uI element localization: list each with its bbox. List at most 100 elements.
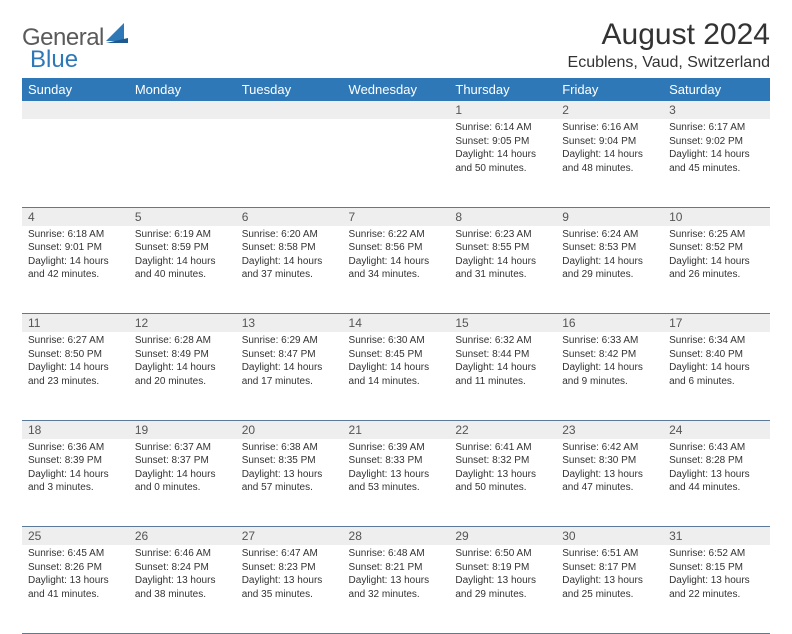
daylight-text-1: Daylight: 14 hours — [135, 255, 230, 269]
sunset-text: Sunset: 8:19 PM — [455, 561, 550, 575]
sunrise-text: Sunrise: 6:29 AM — [242, 334, 337, 348]
sunrise-text: Sunrise: 6:25 AM — [669, 228, 764, 242]
day-number: 24 — [663, 420, 770, 439]
daylight-text-2: and 45 minutes. — [669, 162, 764, 176]
daylight-text-1: Daylight: 14 hours — [349, 361, 444, 375]
sunset-text: Sunset: 8:59 PM — [135, 241, 230, 255]
daylight-text-2: and 29 minutes. — [562, 268, 657, 282]
day-number: 8 — [449, 207, 556, 226]
sunset-text: Sunset: 8:47 PM — [242, 348, 337, 362]
sunrise-text: Sunrise: 6:42 AM — [562, 441, 657, 455]
daylight-text-2: and 50 minutes. — [455, 481, 550, 495]
daylight-text-1: Daylight: 14 hours — [455, 361, 550, 375]
sunset-text: Sunset: 8:39 PM — [28, 454, 123, 468]
day-cell: Sunrise: 6:32 AMSunset: 8:44 PMDaylight:… — [449, 332, 556, 420]
content-row: Sunrise: 6:27 AMSunset: 8:50 PMDaylight:… — [22, 332, 770, 420]
sunset-text: Sunset: 9:01 PM — [28, 241, 123, 255]
day-cell: Sunrise: 6:23 AMSunset: 8:55 PMDaylight:… — [449, 226, 556, 314]
day-header: Thursday — [449, 78, 556, 101]
day-cell — [343, 119, 450, 207]
header: General August 2024 Ecublens, Vaud, Swit… — [22, 18, 770, 72]
day-number: 14 — [343, 314, 450, 333]
day-cell: Sunrise: 6:46 AMSunset: 8:24 PMDaylight:… — [129, 545, 236, 633]
day-cell: Sunrise: 6:34 AMSunset: 8:40 PMDaylight:… — [663, 332, 770, 420]
day-number — [22, 101, 129, 119]
day-cell: Sunrise: 6:38 AMSunset: 8:35 PMDaylight:… — [236, 439, 343, 527]
daynum-row: 45678910 — [22, 207, 770, 226]
daylight-text-1: Daylight: 14 hours — [349, 255, 444, 269]
sunrise-text: Sunrise: 6:52 AM — [669, 547, 764, 561]
day-cell: Sunrise: 6:41 AMSunset: 8:32 PMDaylight:… — [449, 439, 556, 527]
daylight-text-1: Daylight: 14 hours — [562, 361, 657, 375]
daylight-text-1: Daylight: 14 hours — [562, 255, 657, 269]
daylight-text-1: Daylight: 13 hours — [135, 574, 230, 588]
day-cell: Sunrise: 6:20 AMSunset: 8:58 PMDaylight:… — [236, 226, 343, 314]
day-number: 28 — [343, 527, 450, 546]
logo-sail-icon — [106, 23, 128, 48]
daylight-text-1: Daylight: 13 hours — [562, 574, 657, 588]
sunrise-text: Sunrise: 6:27 AM — [28, 334, 123, 348]
sunset-text: Sunset: 8:15 PM — [669, 561, 764, 575]
day-cell: Sunrise: 6:33 AMSunset: 8:42 PMDaylight:… — [556, 332, 663, 420]
sunrise-text: Sunrise: 6:20 AM — [242, 228, 337, 242]
day-header: Tuesday — [236, 78, 343, 101]
sunset-text: Sunset: 8:56 PM — [349, 241, 444, 255]
daylight-text-1: Daylight: 14 hours — [28, 361, 123, 375]
day-number: 13 — [236, 314, 343, 333]
day-number: 17 — [663, 314, 770, 333]
sunrise-text: Sunrise: 6:38 AM — [242, 441, 337, 455]
daylight-text-2: and 44 minutes. — [669, 481, 764, 495]
daylight-text-1: Daylight: 13 hours — [562, 468, 657, 482]
sunrise-text: Sunrise: 6:19 AM — [135, 228, 230, 242]
day-cell: Sunrise: 6:14 AMSunset: 9:05 PMDaylight:… — [449, 119, 556, 207]
sunset-text: Sunset: 8:45 PM — [349, 348, 444, 362]
sunset-text: Sunset: 9:02 PM — [669, 135, 764, 149]
daylight-text-1: Daylight: 13 hours — [349, 468, 444, 482]
day-number: 4 — [22, 207, 129, 226]
sunrise-text: Sunrise: 6:22 AM — [349, 228, 444, 242]
sunrise-text: Sunrise: 6:48 AM — [349, 547, 444, 561]
daylight-text-1: Daylight: 13 hours — [28, 574, 123, 588]
day-number: 16 — [556, 314, 663, 333]
sunset-text: Sunset: 8:53 PM — [562, 241, 657, 255]
daynum-row: 25262728293031 — [22, 527, 770, 546]
sunrise-text: Sunrise: 6:18 AM — [28, 228, 123, 242]
sunrise-text: Sunrise: 6:46 AM — [135, 547, 230, 561]
content-row: Sunrise: 6:18 AMSunset: 9:01 PM Daylight:… — [22, 226, 770, 314]
daylight-text-1: Daylight: 14 hours — [135, 361, 230, 375]
day-number: 30 — [556, 527, 663, 546]
daylight-text-1: Daylight: 13 hours — [669, 574, 764, 588]
day-number: 15 — [449, 314, 556, 333]
daylight-text-1: Daylight: 13 hours — [242, 468, 337, 482]
sunset-text: Sunset: 8:50 PM — [28, 348, 123, 362]
day-header: Monday — [129, 78, 236, 101]
day-cell: Sunrise: 6:19 AMSunset: 8:59 PMDaylight:… — [129, 226, 236, 314]
day-number — [129, 101, 236, 119]
daylight-text-2: and 57 minutes. — [242, 481, 337, 495]
sunrise-text: Sunrise: 6:47 AM — [242, 547, 337, 561]
day-cell: Sunrise: 6:37 AMSunset: 8:37 PMDaylight:… — [129, 439, 236, 527]
day-cell — [22, 119, 129, 207]
sunset-text: Sunset: 8:55 PM — [455, 241, 550, 255]
sunrise-text: Sunrise: 6:33 AM — [562, 334, 657, 348]
sunset-text: Sunset: 8:26 PM — [28, 561, 123, 575]
day-cell: Sunrise: 6:45 AMSunset: 8:26 PMDaylight:… — [22, 545, 129, 633]
daylight-text-1: Daylight: 13 hours — [242, 574, 337, 588]
daylight-text-1: Daylight: 14 hours — [669, 361, 764, 375]
daylight-text-2: and 25 minutes. — [562, 588, 657, 602]
day-number: 9 — [556, 207, 663, 226]
day-cell — [236, 119, 343, 207]
day-cell: Sunrise: 6:36 AMSunset: 8:39 PMDaylight:… — [22, 439, 129, 527]
sunset-text: Sunset: 8:23 PM — [242, 561, 337, 575]
sunset-text: Sunset: 8:21 PM — [349, 561, 444, 575]
daylight-text-2: and 53 minutes. — [349, 481, 444, 495]
sunset-text: Sunset: 8:58 PM — [242, 241, 337, 255]
daylight-text-2: and 23 minutes. — [28, 375, 123, 389]
sunrise-text: Sunrise: 6:30 AM — [349, 334, 444, 348]
day-cell: Sunrise: 6:39 AMSunset: 8:33 PMDaylight:… — [343, 439, 450, 527]
day-number: 10 — [663, 207, 770, 226]
sunset-text: Sunset: 8:30 PM — [562, 454, 657, 468]
calendar-table: SundayMondayTuesdayWednesdayThursdayFrid… — [22, 78, 770, 634]
content-row: Sunrise: 6:14 AMSunset: 9:05 PMDaylight:… — [22, 119, 770, 207]
day-cell: Sunrise: 6:24 AMSunset: 8:53 PMDaylight:… — [556, 226, 663, 314]
